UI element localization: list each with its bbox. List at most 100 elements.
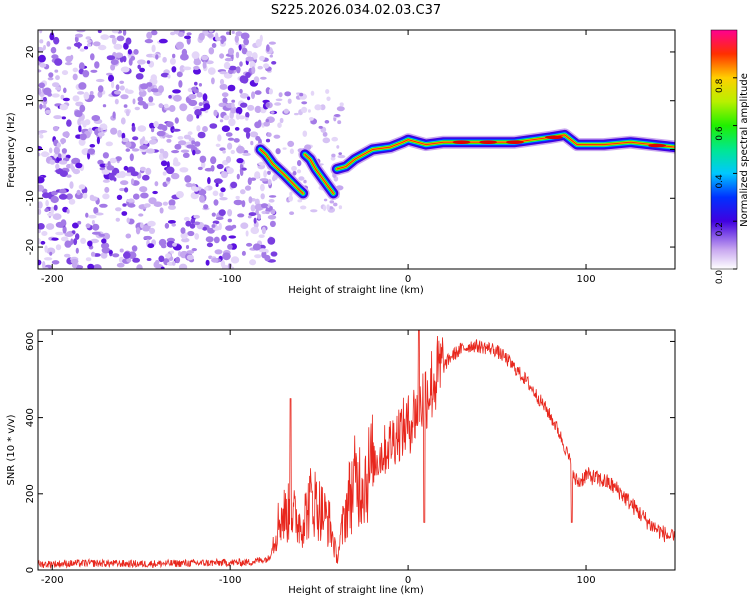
noise-blob <box>219 197 228 201</box>
noise-blob <box>227 137 235 141</box>
noise-blob <box>227 218 232 223</box>
noise-blob <box>97 159 104 165</box>
noise-blob <box>38 87 42 95</box>
noise-blob <box>193 214 200 219</box>
y-tick-label: 0 <box>25 146 36 152</box>
noise-blob <box>169 57 176 65</box>
noise-blob <box>231 99 236 103</box>
noise-blob <box>194 81 198 86</box>
noise-blob <box>179 103 188 112</box>
noise-blob <box>248 196 253 204</box>
noise-blob <box>254 171 261 180</box>
noise-blob <box>225 156 232 163</box>
x-tick-label: -100 <box>219 274 242 285</box>
noise-blob <box>53 115 62 120</box>
noise-blob <box>85 257 92 262</box>
noise-blob <box>203 204 209 210</box>
noise-blob <box>298 176 305 181</box>
noise-blob <box>175 256 181 264</box>
noise-blob <box>303 179 307 184</box>
noise-blob <box>123 104 128 108</box>
noise-blob <box>98 233 105 237</box>
ridge-peak <box>505 140 524 144</box>
noise-blob <box>54 58 63 66</box>
noise-blob <box>173 157 179 166</box>
noise-blob <box>186 254 194 261</box>
noise-blob <box>85 212 89 218</box>
noise-blob <box>119 187 125 192</box>
noise-blob <box>55 168 64 175</box>
noise-blob <box>78 62 85 71</box>
noise-blob <box>41 231 48 236</box>
noise-blob <box>222 150 226 154</box>
noise-blob <box>267 170 271 175</box>
x-tick-label: 100 <box>576 274 595 285</box>
noise-blob <box>254 90 262 95</box>
noise-blob <box>151 44 156 53</box>
noise-blob <box>246 242 253 247</box>
noise-blob <box>178 140 187 146</box>
noise-blob <box>269 54 273 58</box>
noise-blob <box>125 233 132 239</box>
noise-blob <box>97 91 103 98</box>
noise-blob <box>282 147 287 150</box>
noise-blob <box>160 72 170 78</box>
noise-blob <box>179 263 188 269</box>
noise-blob <box>86 43 92 47</box>
noise-blob <box>196 125 201 132</box>
noise-blob <box>38 228 41 234</box>
noise-blob <box>105 141 114 147</box>
noise-blob <box>115 207 122 212</box>
noise-blob <box>202 93 208 102</box>
noise-blob <box>110 59 119 65</box>
noise-blob <box>329 200 335 204</box>
noise-blob <box>53 204 58 211</box>
noise-blob <box>219 78 225 85</box>
noise-blob <box>51 190 58 196</box>
noise-blob <box>138 213 144 217</box>
noise-blob <box>215 183 219 187</box>
snr-y-axis: 0 200 400 600 <box>25 332 675 573</box>
noise-blob <box>193 221 201 226</box>
colorbar-tick-label: 0.0 <box>715 270 725 285</box>
noise-blob <box>38 259 42 266</box>
noise-blob <box>166 177 171 182</box>
noise-blob <box>39 39 44 44</box>
noise-blob <box>139 166 146 171</box>
noise-blob <box>257 65 263 70</box>
noise-blob <box>151 127 155 133</box>
noise-blob <box>294 112 299 116</box>
noise-blob <box>247 104 255 111</box>
noise-blob <box>245 72 251 78</box>
spectrogram-y-axis: -20 -10 0 10 20 <box>25 46 675 255</box>
noise-blob <box>239 61 243 67</box>
noise-blob <box>62 97 70 102</box>
noise-blob <box>158 85 164 93</box>
noise-blob <box>108 172 115 181</box>
noise-blob <box>259 55 265 62</box>
noise-blob <box>51 237 59 241</box>
noise-blob <box>89 144 96 148</box>
noise-blob <box>161 244 167 249</box>
noise-blob <box>199 195 205 203</box>
noise-blob <box>59 188 67 194</box>
noise-blob <box>38 208 42 215</box>
noise-blob <box>146 102 156 106</box>
noise-blob <box>297 160 302 167</box>
noise-blob <box>270 111 275 114</box>
noise-blob <box>331 153 336 158</box>
noise-blob <box>53 36 60 45</box>
noise-blob <box>45 223 55 230</box>
noise-blob <box>131 252 137 258</box>
noise-blob <box>184 35 191 40</box>
noise-blob <box>202 126 208 133</box>
noise-blob <box>326 204 330 211</box>
noise-blob <box>234 35 239 43</box>
noise-blob <box>49 251 53 256</box>
noise-blob <box>207 33 214 38</box>
spectrogram-x-label: Height of straight line (km) <box>288 285 424 296</box>
noise-blob <box>265 138 271 143</box>
noise-blob <box>165 134 173 138</box>
noise-blob <box>299 92 304 97</box>
